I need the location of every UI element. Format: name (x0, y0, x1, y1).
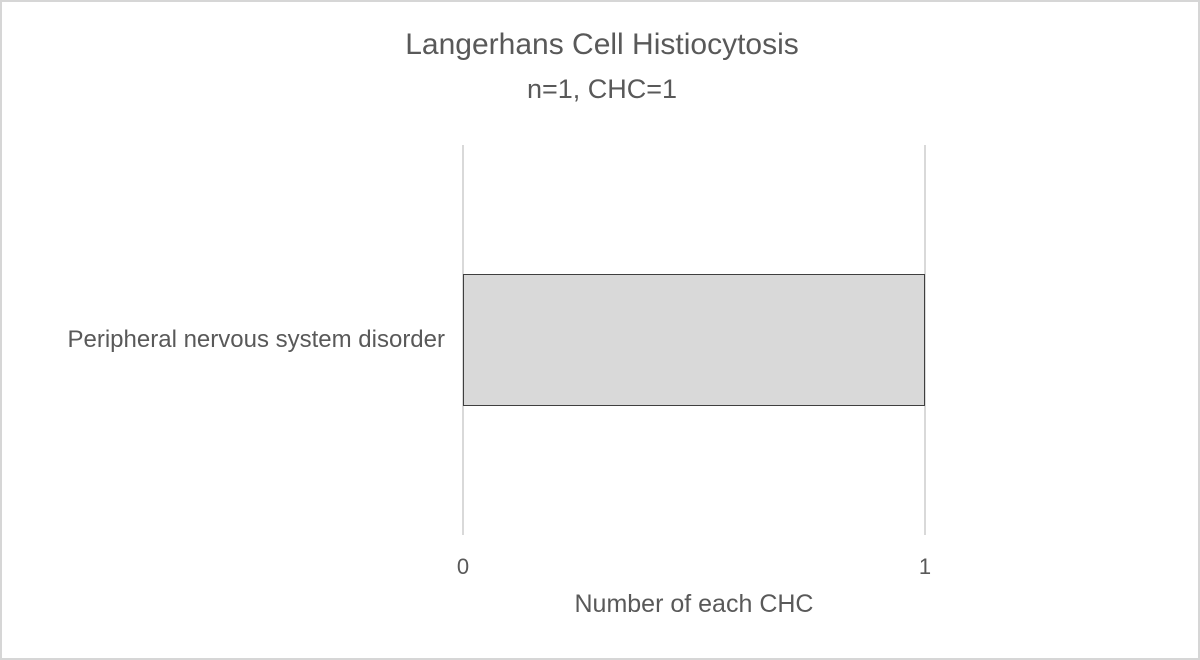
chart-subtitle: n=1, CHC=1 (526, 74, 678, 104)
category-axis-labels: Peripheral nervous system disorder (2, 145, 446, 535)
bar-1 (463, 273, 925, 407)
x-tick-label: 0 (456, 554, 470, 579)
x-tick-label: 1 (918, 554, 932, 579)
gridline-x-1 (924, 145, 926, 535)
plot-area (462, 145, 926, 535)
chart-title: Langerhans Cell Histiocytosis (405, 28, 799, 61)
x-axis-title: Number of each CHC (574, 590, 814, 618)
category-label: Peripheral nervous system disorder (67, 326, 446, 353)
